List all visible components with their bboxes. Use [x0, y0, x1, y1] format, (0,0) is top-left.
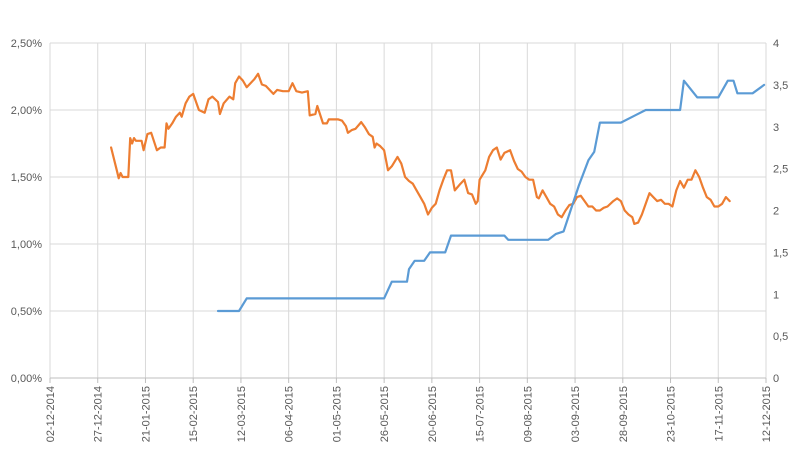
series-lines: [110, 72, 766, 313]
x-tick-label: 02-12-2014: [45, 386, 57, 442]
x-tick-label: 06-04-2015: [284, 386, 296, 442]
series-line-2: [216, 79, 766, 313]
x-tick-label: 09-08-2015: [522, 386, 534, 442]
y-right-tick-label: 3,5: [773, 80, 788, 92]
y-right-tick-label: 2,5: [773, 164, 788, 176]
axes: [49, 377, 767, 383]
x-tick-label: 26-05-2015: [379, 386, 391, 442]
y-right-tick-label: 3: [773, 122, 779, 134]
series-line-1: [110, 72, 731, 225]
y-right-tick-label: 0,5: [773, 331, 788, 343]
y-axis-left-labels: 0,00% 0,50% 1,00% 1,50% 2,00% 2,50%: [11, 38, 42, 385]
gridlines: [49, 42, 767, 378]
y-left-tick-label: 0,00%: [11, 373, 42, 385]
x-tick-label: 12-03-2015: [236, 386, 248, 442]
y-left-tick-label: 2,00%: [11, 105, 42, 117]
y-left-tick-label: 1,50%: [11, 172, 42, 184]
x-tick-label: 17-11-2015: [713, 386, 725, 441]
y-right-tick-label: 4: [773, 38, 779, 50]
x-tick-label: 12-12-2015: [761, 386, 773, 442]
x-tick-label: 28-09-2015: [618, 386, 630, 442]
y-left-tick-label: 2,50%: [11, 38, 42, 50]
x-tick-label: 21-01-2015: [140, 386, 152, 442]
x-tick-label: 15-07-2015: [475, 386, 487, 442]
x-tick-label: 03-09-2015: [570, 386, 582, 442]
x-tick-label: 20-06-2015: [427, 386, 439, 442]
y-left-tick-label: 0,50%: [11, 306, 42, 318]
x-tick-label: 15-02-2015: [188, 386, 200, 442]
x-tick-label: 23-10-2015: [666, 386, 678, 442]
x-axis-labels: 02-12-2014 27-12-2014 21-01-2015 15-02-2015…: [45, 386, 773, 442]
y-right-tick-label: 1,5: [773, 247, 788, 259]
y-right-tick-label: 1: [773, 289, 779, 301]
y-left-tick-label: 1,00%: [11, 239, 42, 251]
y-right-tick-label: 2: [773, 206, 779, 218]
x-tick-label: 01-05-2015: [331, 386, 343, 442]
y-axis-right-labels: 0 0,5 1 1,5 2 2,5 3 3,5 4: [773, 38, 788, 385]
y-right-tick-label: 0: [773, 373, 779, 385]
x-tick-label: 27-12-2014: [93, 386, 105, 442]
